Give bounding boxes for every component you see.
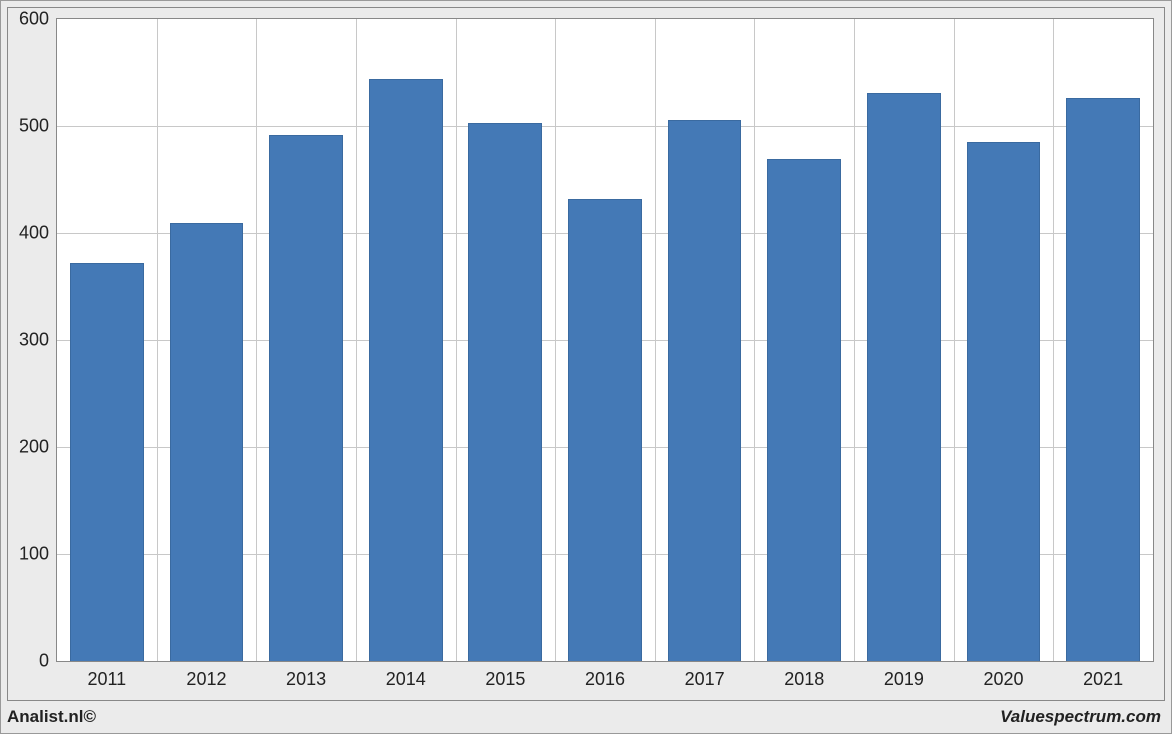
x-axis-label: 2020 bbox=[984, 669, 1024, 690]
y-axis-label: 600 bbox=[9, 9, 49, 30]
bar bbox=[70, 263, 144, 661]
x-axis-label: 2021 bbox=[1083, 669, 1123, 690]
x-axis-label: 2017 bbox=[685, 669, 725, 690]
gridline-v bbox=[555, 19, 556, 661]
y-axis-label: 200 bbox=[9, 437, 49, 458]
bar bbox=[468, 123, 542, 661]
y-axis-label: 0 bbox=[9, 651, 49, 672]
footer-left: Analist.nl© bbox=[7, 707, 96, 727]
x-axis-label: 2012 bbox=[186, 669, 226, 690]
y-axis-label: 100 bbox=[9, 544, 49, 565]
bar bbox=[170, 223, 244, 661]
bar bbox=[967, 142, 1041, 661]
bar bbox=[269, 135, 343, 661]
y-axis-label: 300 bbox=[9, 330, 49, 351]
bar bbox=[568, 199, 642, 661]
bar bbox=[1066, 98, 1140, 661]
y-axis-label: 500 bbox=[9, 116, 49, 137]
gridline-v bbox=[356, 19, 357, 661]
x-axis-label: 2014 bbox=[386, 669, 426, 690]
bar bbox=[668, 120, 742, 661]
gridline-v bbox=[1053, 19, 1054, 661]
x-axis-label: 2019 bbox=[884, 669, 924, 690]
x-axis-label: 2018 bbox=[784, 669, 824, 690]
x-axis-label: 2011 bbox=[87, 669, 126, 690]
gridline-v bbox=[854, 19, 855, 661]
bar bbox=[767, 159, 841, 661]
footer-right: Valuespectrum.com bbox=[1000, 707, 1161, 727]
gridline-v bbox=[456, 19, 457, 661]
gridline-v bbox=[256, 19, 257, 661]
chart-container: 0 100 200 300 400 500 600 2011 2012 2013 2014 2015 2… bbox=[7, 7, 1165, 701]
x-axis-label: 2015 bbox=[485, 669, 525, 690]
gridline-h bbox=[57, 126, 1153, 127]
gridline-v bbox=[954, 19, 955, 661]
gridline-v bbox=[655, 19, 656, 661]
x-axis-label: 2013 bbox=[286, 669, 326, 690]
gridline-v bbox=[754, 19, 755, 661]
plot-area: 0100200300400500600201120122013201420152… bbox=[56, 18, 1154, 662]
bar bbox=[369, 79, 443, 661]
gridline-v bbox=[157, 19, 158, 661]
y-axis-label: 400 bbox=[9, 223, 49, 244]
x-axis-label: 2016 bbox=[585, 669, 625, 690]
bar bbox=[867, 93, 941, 661]
